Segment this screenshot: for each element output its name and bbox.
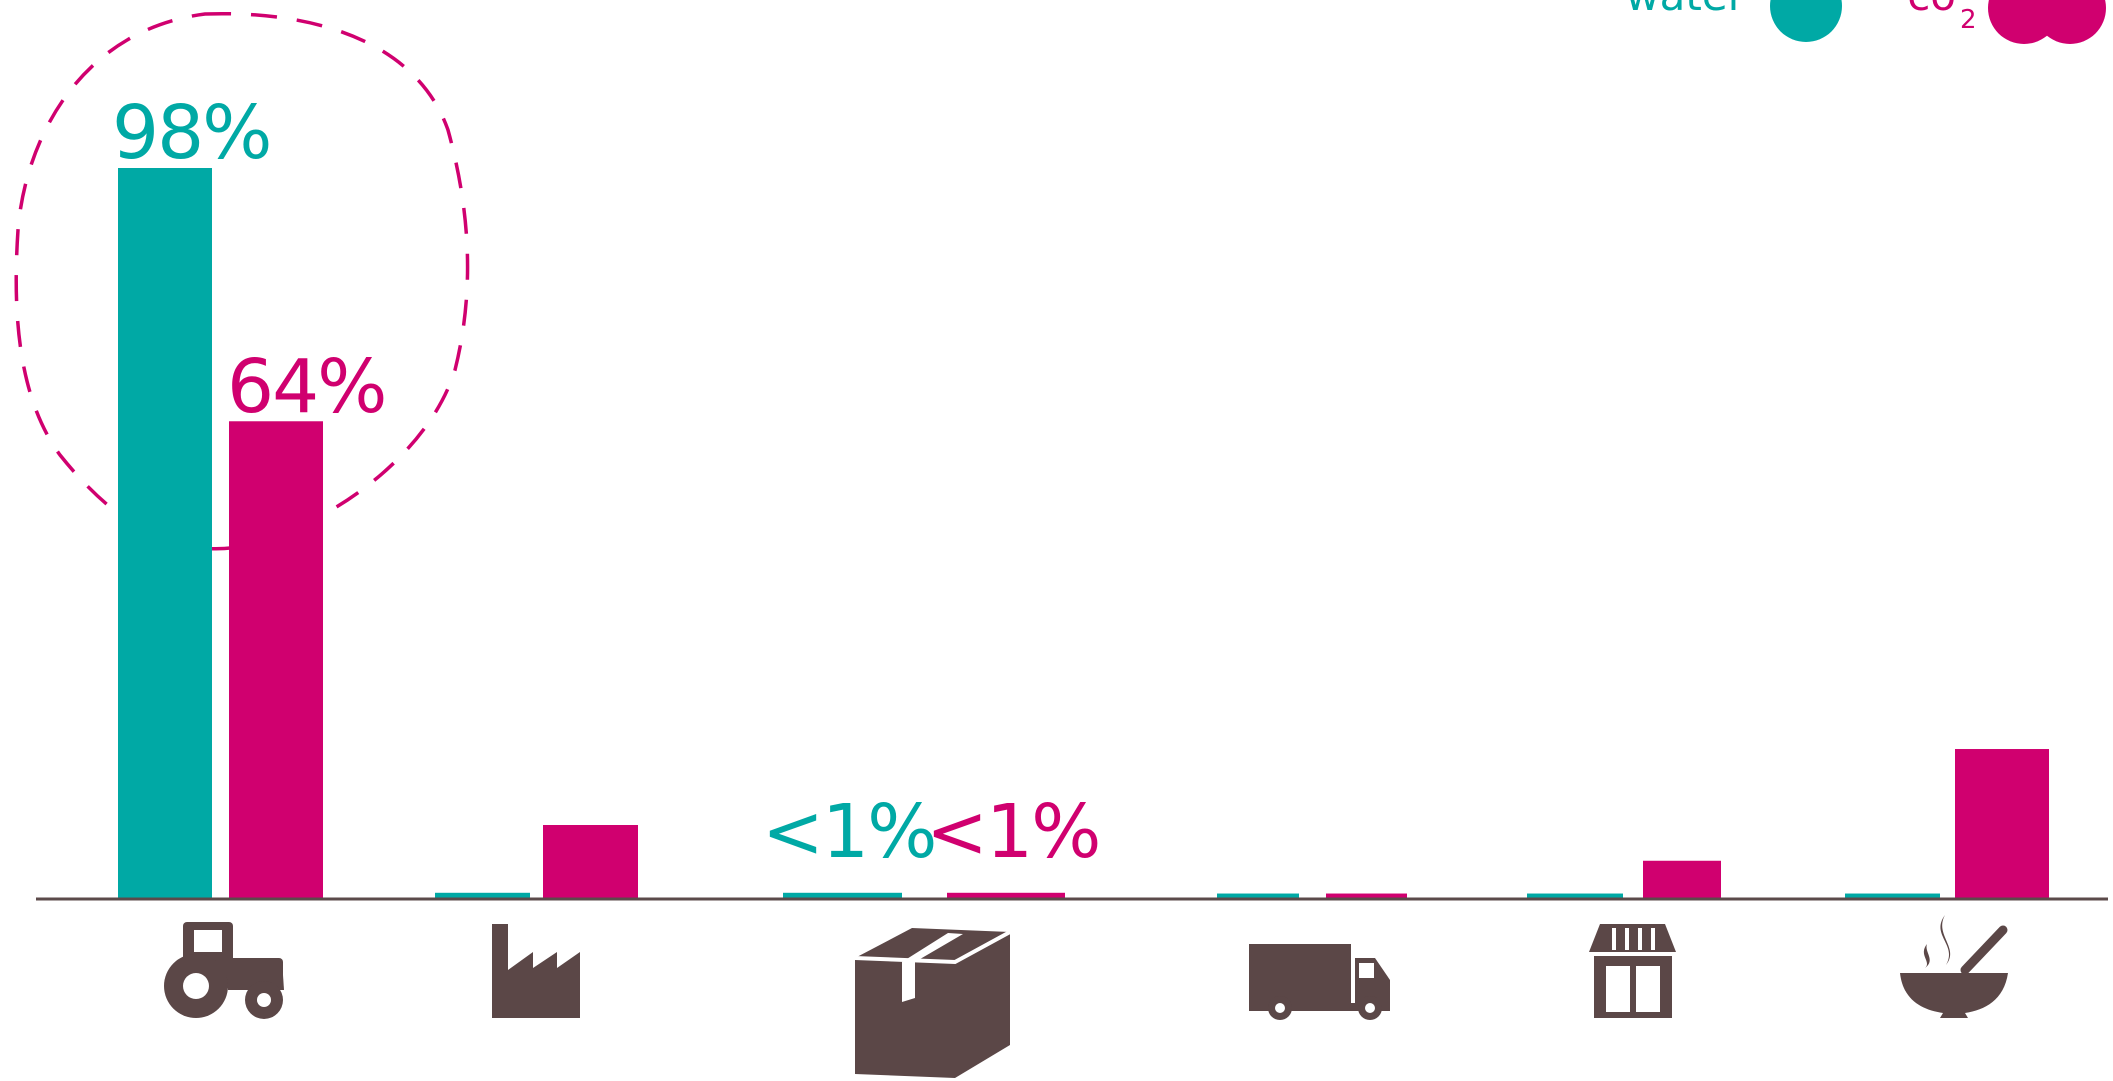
delivery-truck-icon bbox=[1249, 944, 1390, 1020]
bar-co2-delivery-truck bbox=[1326, 893, 1407, 898]
bar-co2-store bbox=[1643, 860, 1721, 898]
bar-co2-package-box bbox=[947, 892, 1065, 898]
bar-water-delivery-truck bbox=[1217, 893, 1299, 898]
bars bbox=[118, 168, 2049, 898]
bar-water-farm-tractor bbox=[118, 168, 212, 898]
bar-water-package-box bbox=[783, 892, 902, 898]
bar-water-factory bbox=[435, 892, 530, 898]
food-bowl-icon bbox=[1900, 915, 2008, 1018]
bar-co2-food-bowl bbox=[1955, 749, 2049, 898]
data-label-water-farm-tractor: 98% bbox=[112, 90, 270, 176]
bar-water-store bbox=[1527, 893, 1623, 898]
data-label-co2-farm-tractor: 64% bbox=[227, 344, 385, 430]
legend-water-swatch bbox=[1770, 0, 1842, 42]
bar-co2-farm-tractor bbox=[229, 421, 323, 898]
legend: water co 2 bbox=[1625, 0, 2106, 44]
bar-co2-factory bbox=[543, 825, 638, 898]
highlight-dashed-circle bbox=[14, 11, 470, 551]
bar-water-food-bowl bbox=[1845, 893, 1940, 898]
legend-co2-label: co bbox=[1907, 0, 1956, 20]
legend-co2-swatch bbox=[1988, 0, 2106, 44]
legend-water-label: water bbox=[1625, 0, 1745, 20]
farm-tractor-icon bbox=[164, 922, 284, 1019]
legend-co2-subscript: 2 bbox=[1960, 5, 1977, 35]
package-box-icon bbox=[854, 928, 1011, 1078]
data-label-co2-package-box: <1% bbox=[926, 789, 1099, 875]
data-label-water-package-box: <1% bbox=[762, 789, 935, 875]
factory-icon bbox=[492, 924, 580, 1018]
data-labels: 98% <1% 64% <1% bbox=[112, 90, 1101, 875]
store-icon bbox=[1589, 924, 1676, 1018]
